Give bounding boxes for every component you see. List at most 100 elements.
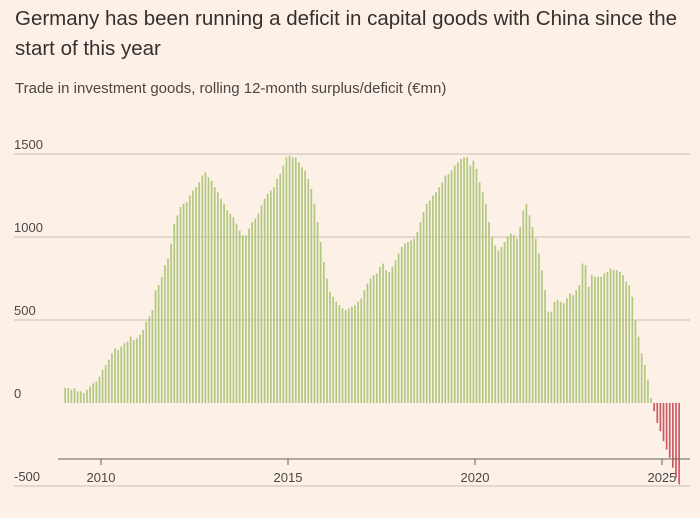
bar — [92, 383, 95, 403]
bar — [522, 210, 525, 403]
bar — [170, 243, 172, 403]
x-tick-label: 2015 — [274, 470, 303, 485]
bar — [232, 217, 235, 403]
chart-title: Germany has been running a deficit in ca… — [15, 7, 678, 60]
bar — [453, 165, 456, 403]
bar — [472, 160, 475, 403]
bar — [497, 250, 500, 403]
bar — [201, 175, 204, 403]
bar — [634, 320, 637, 403]
bar — [226, 210, 229, 403]
bar — [322, 261, 325, 403]
bar — [425, 203, 428, 403]
bar — [541, 270, 543, 403]
bar — [432, 195, 434, 403]
bars — [64, 155, 680, 485]
bar — [603, 273, 606, 403]
bar — [506, 237, 509, 403]
bar — [70, 389, 73, 403]
bar — [531, 227, 534, 403]
bar — [123, 343, 126, 403]
bar — [167, 258, 169, 403]
bar — [313, 203, 316, 403]
bar — [369, 278, 372, 403]
bar — [622, 275, 624, 403]
bar — [516, 238, 518, 403]
bar — [491, 237, 493, 403]
bar — [600, 276, 603, 403]
bar — [460, 158, 462, 403]
bar — [332, 296, 335, 403]
bar — [647, 379, 649, 403]
bar — [64, 388, 67, 403]
bar — [556, 300, 559, 403]
bar — [217, 192, 219, 403]
bar — [410, 240, 412, 403]
bar — [628, 285, 631, 403]
bar — [260, 205, 263, 403]
bar — [407, 241, 409, 403]
bar — [341, 308, 344, 403]
bar — [319, 241, 322, 403]
bar — [447, 173, 450, 403]
bar — [142, 329, 144, 403]
bar — [354, 305, 356, 403]
bar — [282, 165, 285, 403]
bar — [559, 301, 562, 403]
bar — [590, 275, 593, 403]
bar — [254, 218, 257, 403]
bar — [400, 246, 403, 403]
bar — [544, 290, 546, 403]
bar — [132, 339, 135, 403]
bar — [316, 222, 319, 403]
bar — [475, 168, 478, 403]
bar — [307, 178, 310, 403]
bar — [135, 338, 138, 403]
bar — [488, 222, 490, 403]
bar — [86, 389, 88, 403]
bar — [463, 157, 465, 403]
bar — [301, 167, 303, 403]
bar — [500, 246, 503, 403]
bar — [438, 187, 440, 403]
bar — [204, 172, 207, 403]
y-tick-label: -500 — [14, 469, 40, 484]
bar — [241, 235, 244, 403]
bar — [366, 283, 369, 403]
bar — [198, 182, 201, 403]
bar — [643, 364, 646, 403]
bar — [213, 187, 216, 403]
bar — [375, 273, 378, 403]
bar — [640, 353, 643, 403]
bar — [656, 403, 659, 423]
bar — [428, 200, 431, 403]
bar — [397, 253, 400, 403]
bar — [509, 233, 512, 403]
bar — [129, 336, 132, 403]
bar — [388, 271, 391, 403]
bar — [668, 403, 671, 458]
bar — [372, 275, 375, 403]
bar — [298, 162, 300, 403]
bar — [615, 270, 618, 403]
bar — [185, 202, 188, 403]
bar — [151, 310, 154, 403]
bar — [547, 311, 550, 403]
bar — [357, 301, 359, 403]
bar — [338, 305, 341, 403]
bar — [285, 157, 288, 403]
bar — [245, 235, 247, 403]
bar — [478, 182, 481, 403]
bar — [675, 403, 677, 478]
bar — [581, 263, 584, 403]
bar — [120, 346, 123, 403]
bar — [619, 271, 621, 403]
bar — [114, 348, 116, 403]
bar — [385, 270, 388, 403]
bar — [659, 403, 662, 432]
bar — [263, 198, 266, 403]
bar — [157, 285, 160, 403]
bar — [665, 403, 668, 450]
bar — [291, 157, 294, 403]
